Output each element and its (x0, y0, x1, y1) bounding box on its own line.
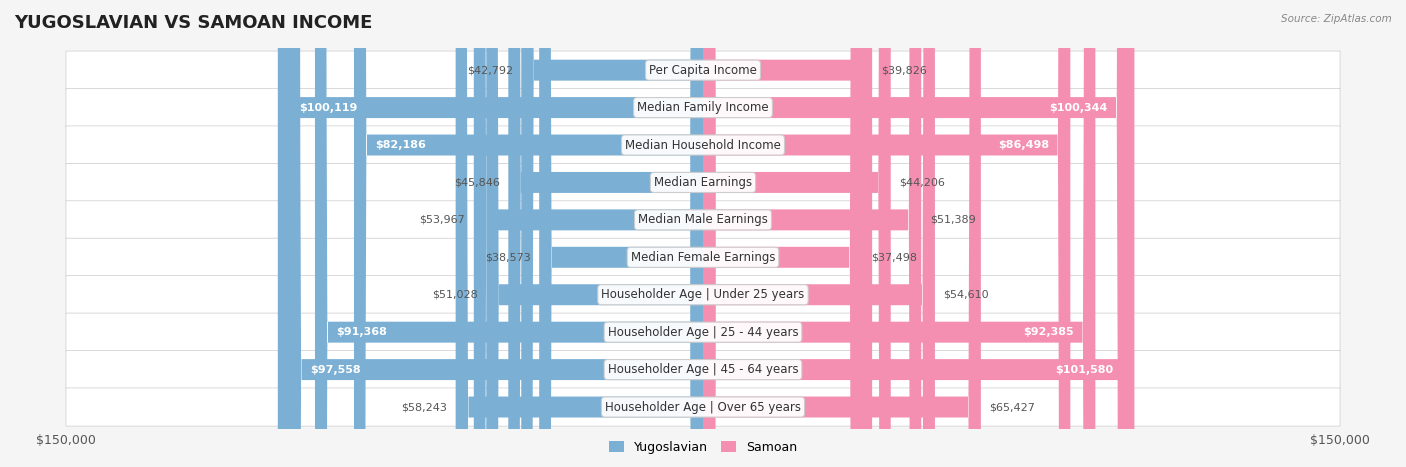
Text: $91,368: $91,368 (336, 327, 387, 337)
FancyBboxPatch shape (354, 0, 703, 467)
Text: Householder Age | 45 - 64 years: Householder Age | 45 - 64 years (607, 363, 799, 376)
FancyBboxPatch shape (522, 0, 703, 467)
Text: Median Household Income: Median Household Income (626, 139, 780, 151)
FancyBboxPatch shape (66, 351, 1340, 389)
Text: Per Capita Income: Per Capita Income (650, 64, 756, 77)
FancyBboxPatch shape (703, 0, 935, 467)
FancyBboxPatch shape (66, 88, 1340, 127)
Text: YUGOSLAVIAN VS SAMOAN INCOME: YUGOSLAVIAN VS SAMOAN INCOME (14, 14, 373, 32)
Text: $100,344: $100,344 (1049, 103, 1108, 113)
Text: $86,498: $86,498 (998, 140, 1049, 150)
Text: $42,792: $42,792 (467, 65, 513, 75)
FancyBboxPatch shape (66, 238, 1340, 276)
Text: $39,826: $39,826 (880, 65, 927, 75)
FancyBboxPatch shape (456, 0, 703, 467)
Text: Householder Age | 25 - 44 years: Householder Age | 25 - 44 years (607, 325, 799, 339)
FancyBboxPatch shape (509, 0, 703, 467)
Text: Median Male Earnings: Median Male Earnings (638, 213, 768, 226)
FancyBboxPatch shape (703, 0, 1135, 467)
FancyBboxPatch shape (703, 0, 921, 467)
FancyBboxPatch shape (315, 0, 703, 467)
FancyBboxPatch shape (703, 0, 981, 467)
Text: $54,610: $54,610 (943, 290, 988, 300)
FancyBboxPatch shape (66, 51, 1340, 89)
Text: Householder Age | Over 65 years: Householder Age | Over 65 years (605, 401, 801, 413)
FancyBboxPatch shape (66, 201, 1340, 239)
FancyBboxPatch shape (66, 313, 1340, 351)
Text: Source: ZipAtlas.com: Source: ZipAtlas.com (1281, 14, 1392, 24)
FancyBboxPatch shape (66, 388, 1340, 426)
FancyBboxPatch shape (278, 0, 703, 467)
Text: $65,427: $65,427 (990, 402, 1035, 412)
Text: $51,389: $51,389 (929, 215, 976, 225)
FancyBboxPatch shape (486, 0, 703, 467)
FancyBboxPatch shape (66, 276, 1340, 314)
FancyBboxPatch shape (288, 0, 703, 467)
Text: $38,573: $38,573 (485, 252, 530, 262)
Text: $45,846: $45,846 (454, 177, 499, 187)
Text: $82,186: $82,186 (375, 140, 426, 150)
FancyBboxPatch shape (66, 126, 1340, 164)
Text: Median Earnings: Median Earnings (654, 176, 752, 189)
Text: $97,558: $97,558 (309, 365, 360, 375)
Text: Median Family Income: Median Family Income (637, 101, 769, 114)
FancyBboxPatch shape (703, 0, 1095, 467)
Text: $44,206: $44,206 (900, 177, 945, 187)
FancyBboxPatch shape (474, 0, 703, 467)
Text: $101,580: $101,580 (1054, 365, 1114, 375)
Legend: Yugoslavian, Samoan: Yugoslavian, Samoan (609, 441, 797, 454)
Text: Median Female Earnings: Median Female Earnings (631, 251, 775, 264)
FancyBboxPatch shape (703, 0, 872, 467)
FancyBboxPatch shape (703, 0, 862, 467)
Text: $92,385: $92,385 (1024, 327, 1074, 337)
Text: $58,243: $58,243 (401, 402, 447, 412)
FancyBboxPatch shape (703, 0, 1070, 467)
Text: $53,967: $53,967 (419, 215, 465, 225)
Text: $37,498: $37,498 (870, 252, 917, 262)
FancyBboxPatch shape (66, 163, 1340, 202)
FancyBboxPatch shape (703, 0, 891, 467)
Text: Householder Age | Under 25 years: Householder Age | Under 25 years (602, 288, 804, 301)
Text: $100,119: $100,119 (299, 103, 357, 113)
FancyBboxPatch shape (538, 0, 703, 467)
Text: $51,028: $51,028 (432, 290, 478, 300)
FancyBboxPatch shape (703, 0, 1129, 467)
